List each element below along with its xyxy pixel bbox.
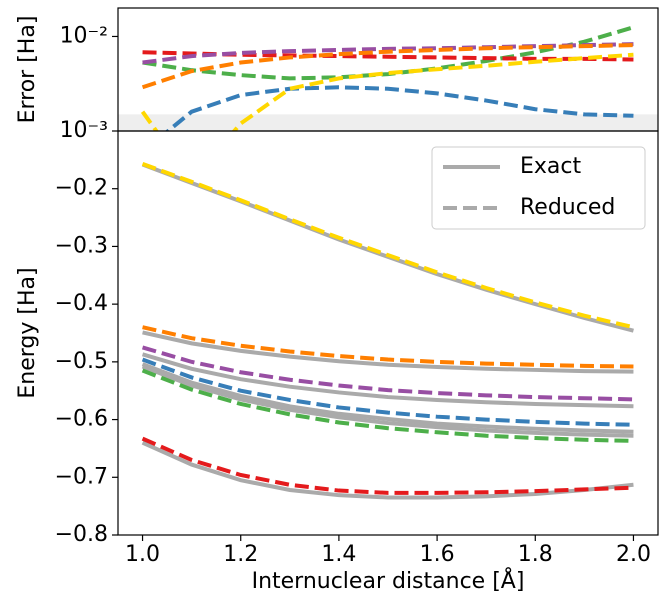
x-tick-label: 1.2 — [223, 542, 258, 567]
series-line — [141, 357, 634, 427]
series-line — [141, 345, 634, 402]
x-axis-label: Internuclear distance [Å] — [252, 567, 525, 594]
plot-area — [140, 25, 635, 131]
shaded-band — [118, 114, 658, 131]
y-axis-label: Error [Ha] — [15, 16, 40, 124]
series-line — [141, 352, 634, 409]
series-line — [141, 368, 634, 443]
series-line — [141, 436, 634, 495]
legend-label: Reduced — [520, 195, 615, 220]
series-line — [141, 440, 634, 500]
series-line — [141, 162, 634, 330]
y-tick-label: −0.6 — [55, 407, 108, 432]
series-line — [141, 43, 634, 90]
x-tick-label: 1.6 — [420, 542, 455, 567]
y-tick-label: −0.3 — [55, 233, 108, 258]
series-line — [142, 330, 634, 374]
x-tick-label: 1.0 — [125, 542, 160, 567]
y-tick-label: 10⁻² — [60, 23, 108, 48]
y-tick-label: −0.2 — [55, 176, 108, 201]
series-line — [141, 362, 634, 434]
x-tick-label: 2.0 — [616, 542, 651, 567]
y-tick-label: 10⁻³ — [60, 118, 108, 143]
y-tick-label: −0.4 — [55, 291, 108, 316]
series-line — [164, 85, 634, 131]
x-tick-label: 1.8 — [518, 542, 553, 567]
plot-area — [141, 162, 634, 500]
axes-frame — [117, 130, 659, 536]
series-line — [140, 52, 634, 131]
legend-label: Exact — [520, 154, 581, 179]
series-line — [142, 325, 634, 369]
y-tick-label: −0.5 — [55, 349, 108, 374]
y-tick-label: −0.8 — [55, 522, 108, 547]
y-tick-label: −0.7 — [55, 464, 108, 489]
x-tick-label: 1.4 — [321, 542, 356, 567]
series-line — [141, 364, 634, 438]
y-axis-label: Energy [Ha] — [15, 267, 40, 398]
